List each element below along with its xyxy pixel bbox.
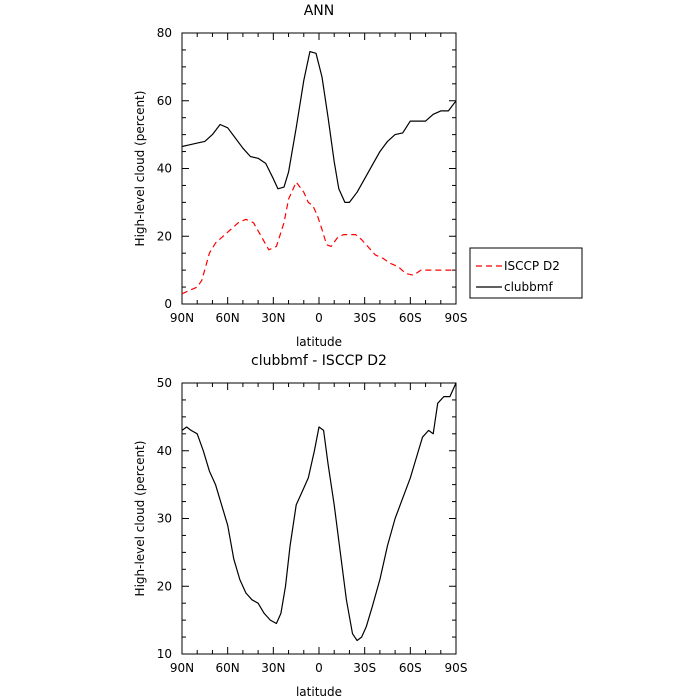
legend-box xyxy=(469,247,583,299)
legend-label: ISCCP D2 xyxy=(504,259,560,273)
y-tick-label: 0 xyxy=(164,297,172,311)
plot-frame xyxy=(181,32,457,305)
y-tick-label: 40 xyxy=(157,162,172,176)
legend-label: clubbmf xyxy=(504,280,553,294)
chart-panel-2: clubbmf - ISCCP D2 90N 60N 30N 0 30S 60S 90S 10 2… xyxy=(133,353,467,699)
x-tick-label: 30S xyxy=(353,661,376,675)
plot-frame xyxy=(181,382,457,655)
y-tick-label: 60 xyxy=(157,94,172,108)
chart-title: ANN xyxy=(304,3,335,19)
y-tick-label: 10 xyxy=(157,647,172,661)
y-axis-label: High-level cloud (percent) xyxy=(133,441,147,597)
chart-title: clubbmf - ISCCP D2 xyxy=(251,353,387,369)
x-tick-label: 60N xyxy=(216,661,240,675)
x-tick-label: 90N xyxy=(170,661,194,675)
y-tick-label: 40 xyxy=(157,444,172,458)
x-tick-label: 90S xyxy=(445,311,468,325)
x-tick-label: 90S xyxy=(445,661,468,675)
x-axis-label: latitude xyxy=(296,335,342,349)
x-tick-label: 30N xyxy=(261,661,285,675)
x-tick-label: 60S xyxy=(399,311,422,325)
x-tick-label: 30N xyxy=(261,311,285,325)
x-tick-label: 60N xyxy=(216,311,240,325)
x-tick-label: 90N xyxy=(170,311,194,325)
y-tick-label: 20 xyxy=(157,229,172,243)
x-tick-label: 30S xyxy=(353,311,376,325)
chart-panel-1: ANN 90N 60N 30N 0 30S 60S 90S 0 20 40 60 80 latitude H… xyxy=(133,3,583,349)
x-tick-label: 0 xyxy=(315,311,323,325)
y-axis-label: High-level cloud (percent) xyxy=(133,91,147,247)
x-tick-label: 60S xyxy=(399,661,422,675)
y-tick-label: 80 xyxy=(157,26,172,40)
y-tick-label: 20 xyxy=(157,579,172,593)
series-line-clubbmf xyxy=(181,50,457,203)
y-tick-label: 30 xyxy=(157,512,172,526)
y-tick-label: 50 xyxy=(157,376,172,390)
x-tick-label: 0 xyxy=(315,661,323,675)
series-line xyxy=(181,382,457,642)
legend: ISCCP D2 clubbmf xyxy=(469,247,583,299)
series-line-isccp-d2 xyxy=(181,181,456,295)
x-axis-label: latitude xyxy=(296,685,342,699)
